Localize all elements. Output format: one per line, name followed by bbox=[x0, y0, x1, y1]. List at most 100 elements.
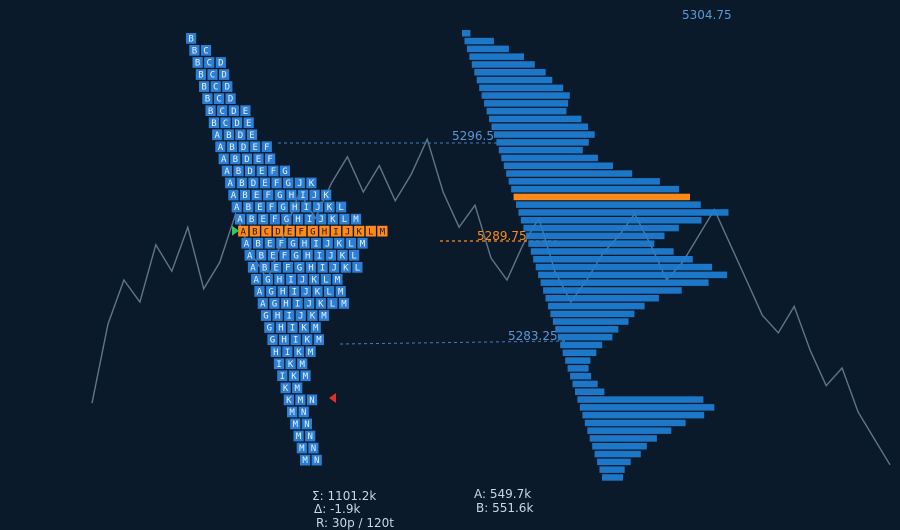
tpo-letter: C bbox=[223, 119, 228, 129]
tpo-block bbox=[272, 310, 283, 321]
tpo-letter: I bbox=[295, 300, 300, 310]
tpo-letter: E bbox=[270, 251, 275, 261]
tpo-block bbox=[231, 201, 242, 213]
volume-bar bbox=[572, 380, 598, 388]
tpo-poc-block bbox=[307, 225, 318, 237]
tpo-letter: F bbox=[282, 251, 287, 261]
tpo-letter: I bbox=[276, 360, 281, 370]
tpo-block bbox=[325, 249, 336, 261]
tpo-block bbox=[306, 394, 318, 406]
volume-bar bbox=[496, 139, 589, 146]
tpo-letter: K bbox=[291, 372, 297, 382]
value-area-high-label: 5296.5 bbox=[452, 129, 494, 143]
tpo-block bbox=[264, 322, 275, 333]
tpo-letter: C bbox=[210, 71, 215, 81]
tpo-block bbox=[192, 57, 203, 68]
tpo-letter: K bbox=[283, 384, 289, 394]
tpo-poc-block bbox=[319, 225, 330, 237]
tpo-letter: L bbox=[342, 215, 347, 225]
tpo-letter: L bbox=[351, 251, 356, 261]
tpo-letter: I bbox=[285, 348, 290, 358]
tpo-block bbox=[309, 274, 320, 285]
tpo-block bbox=[296, 442, 307, 454]
tpo-letter: F bbox=[298, 227, 303, 237]
tpo-block bbox=[244, 249, 255, 261]
tpo-poc-block bbox=[330, 225, 342, 237]
tpo-block bbox=[199, 81, 210, 92]
tpo-block bbox=[318, 310, 330, 321]
volume-bar bbox=[557, 333, 613, 341]
volume-bar bbox=[469, 53, 524, 60]
tpo-block bbox=[304, 213, 315, 225]
tpo-letter: B bbox=[208, 107, 213, 117]
tpo-letter: J bbox=[345, 227, 350, 237]
tpo-block bbox=[305, 430, 316, 442]
tpo-letter: H bbox=[305, 251, 310, 261]
tpo-letter: B bbox=[188, 34, 193, 44]
volume-bar bbox=[528, 240, 655, 247]
tpo-block bbox=[241, 153, 252, 165]
tpo-letter: I bbox=[300, 191, 305, 201]
tpo-letter: A bbox=[234, 203, 240, 213]
tpo-block bbox=[312, 286, 323, 297]
tpo-block bbox=[327, 298, 338, 309]
tpo-block bbox=[310, 322, 321, 333]
volume-bar bbox=[577, 396, 704, 403]
tpo-letter: B bbox=[262, 263, 267, 273]
tpo-letter: H bbox=[283, 300, 288, 310]
tpo-block bbox=[336, 201, 347, 213]
tpo-letter: B bbox=[255, 239, 260, 249]
tpo-letter: J bbox=[328, 251, 333, 261]
tpo-letter: G bbox=[277, 191, 282, 201]
tpo-block bbox=[290, 334, 301, 345]
stat-delta: Δ: -1.9k bbox=[314, 502, 360, 516]
tpo-block bbox=[289, 286, 300, 297]
tpo-letter: J bbox=[306, 300, 311, 310]
tpo-block bbox=[241, 237, 252, 249]
tpo-letter: E bbox=[267, 239, 272, 249]
tpo-letter: I bbox=[320, 263, 325, 273]
tpo-letter: G bbox=[268, 288, 273, 298]
tpo-block bbox=[239, 189, 251, 201]
tpo-block bbox=[350, 213, 362, 225]
tpo-block bbox=[279, 249, 290, 261]
volume-bar bbox=[587, 427, 672, 434]
tpo-letter: B bbox=[195, 59, 200, 69]
tpo-letter: M bbox=[294, 384, 300, 394]
tpo-block bbox=[259, 177, 271, 189]
tpo-letter: H bbox=[289, 191, 294, 201]
tpo-block bbox=[282, 346, 293, 357]
volume-bar bbox=[545, 295, 659, 302]
tpo-letter: F bbox=[272, 215, 277, 225]
tpo-letter: K bbox=[343, 263, 349, 273]
tpo-block bbox=[215, 57, 226, 68]
tpo-block bbox=[339, 213, 350, 225]
tpo-letter: K bbox=[296, 348, 302, 358]
volume-bar bbox=[466, 45, 509, 53]
tpo-letter: B bbox=[211, 119, 216, 129]
volume-bar bbox=[508, 178, 660, 185]
tpo-letter: J bbox=[300, 275, 305, 285]
volume-bar bbox=[511, 185, 680, 193]
tpo-letter: D bbox=[218, 59, 223, 69]
tpo-letter: A bbox=[260, 300, 266, 310]
stat-ask: A: 549.7k bbox=[474, 487, 531, 501]
tpo-letter: B bbox=[205, 95, 210, 105]
tpo-block bbox=[283, 394, 294, 406]
tpo-letter: D bbox=[241, 143, 246, 153]
price-labels: 5304.75 5296.5 5289.75 5283.25 bbox=[452, 8, 732, 343]
tpo-block bbox=[246, 129, 258, 141]
tpo-letter: K bbox=[327, 203, 333, 213]
tpo-letter: H bbox=[292, 203, 297, 213]
tpo-letter: L bbox=[326, 288, 331, 298]
volume-bar bbox=[476, 76, 553, 84]
tpo-letter: M bbox=[308, 348, 314, 358]
tpo-letter: M bbox=[293, 420, 299, 430]
tpo-block bbox=[225, 177, 236, 189]
tpo-block bbox=[223, 129, 234, 141]
tpo-letter: F bbox=[271, 167, 276, 177]
tpo-letter: M bbox=[299, 360, 305, 370]
tpo-letter: E bbox=[256, 155, 261, 165]
volume-bar bbox=[562, 349, 597, 356]
tpo-letter: C bbox=[203, 47, 208, 57]
